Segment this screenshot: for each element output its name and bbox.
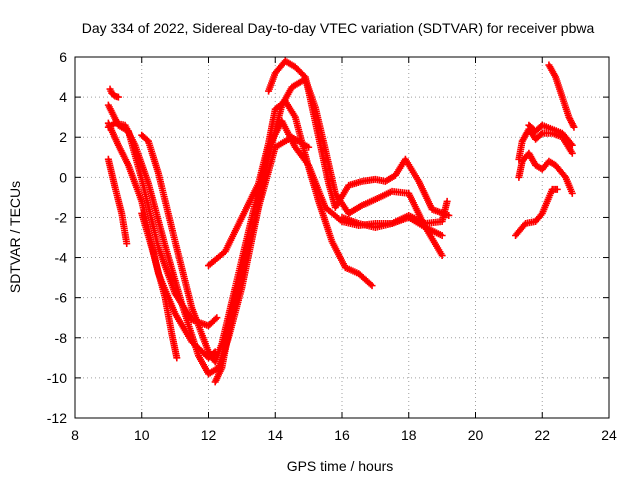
series-arc-1 — [106, 85, 122, 101]
y-tick-label: -6 — [55, 290, 68, 306]
x-tick-label: 8 — [71, 427, 79, 443]
series-arc-8 — [205, 97, 376, 290]
y-tick-label: 0 — [59, 169, 67, 185]
data-point — [123, 240, 131, 248]
x-tick-label: 18 — [401, 427, 417, 443]
y-tick-label: -4 — [55, 250, 68, 266]
series-arc-14 — [515, 149, 576, 197]
data-point — [537, 130, 545, 138]
data-point — [367, 280, 375, 288]
x-tick-label: 20 — [468, 427, 484, 443]
data-point — [114, 93, 122, 101]
chart-title: Day 334 of 2022, Sidereal Day-to-day VTE… — [82, 20, 595, 36]
y-axis-label: SDTVAR / TECUs — [7, 181, 23, 293]
data-point — [438, 231, 446, 239]
series-arc-11 — [338, 197, 451, 231]
x-tick-label: 12 — [201, 427, 217, 443]
y-tick-label: 2 — [59, 129, 67, 145]
y-tick-label: -8 — [55, 330, 68, 346]
y-tick-label: -2 — [55, 209, 68, 225]
data-point — [368, 282, 376, 290]
data-points — [104, 57, 578, 386]
series-arc-16 — [545, 61, 578, 131]
data-point — [568, 149, 576, 157]
y-tick-label: 4 — [59, 89, 67, 105]
data-point — [560, 172, 568, 180]
x-axis-label: GPS time / hours — [287, 458, 394, 474]
data-point — [213, 314, 221, 322]
series-arc-7 — [138, 209, 181, 362]
x-tick-label: 24 — [601, 427, 617, 443]
series-arc-10 — [265, 57, 453, 219]
y-tick-label: 6 — [59, 49, 67, 65]
y-tick-label: -12 — [47, 410, 67, 426]
data-point — [570, 123, 578, 131]
series-arc-12 — [512, 185, 561, 239]
y-tick-label: -10 — [47, 370, 67, 386]
x-tick-label: 14 — [267, 427, 283, 443]
x-tick-label: 10 — [134, 427, 150, 443]
data-point — [443, 197, 451, 205]
x-tick-label: 22 — [534, 427, 550, 443]
data-point — [568, 189, 576, 197]
data-point — [438, 252, 446, 260]
data-point — [305, 143, 313, 151]
data-point — [211, 315, 219, 323]
data-point — [173, 354, 181, 362]
series-arc-6 — [104, 155, 131, 248]
data-point — [567, 140, 575, 148]
x-tick-label: 16 — [334, 427, 350, 443]
data-point — [553, 185, 561, 193]
series-arc-15 — [525, 121, 576, 149]
data-point — [568, 141, 576, 149]
